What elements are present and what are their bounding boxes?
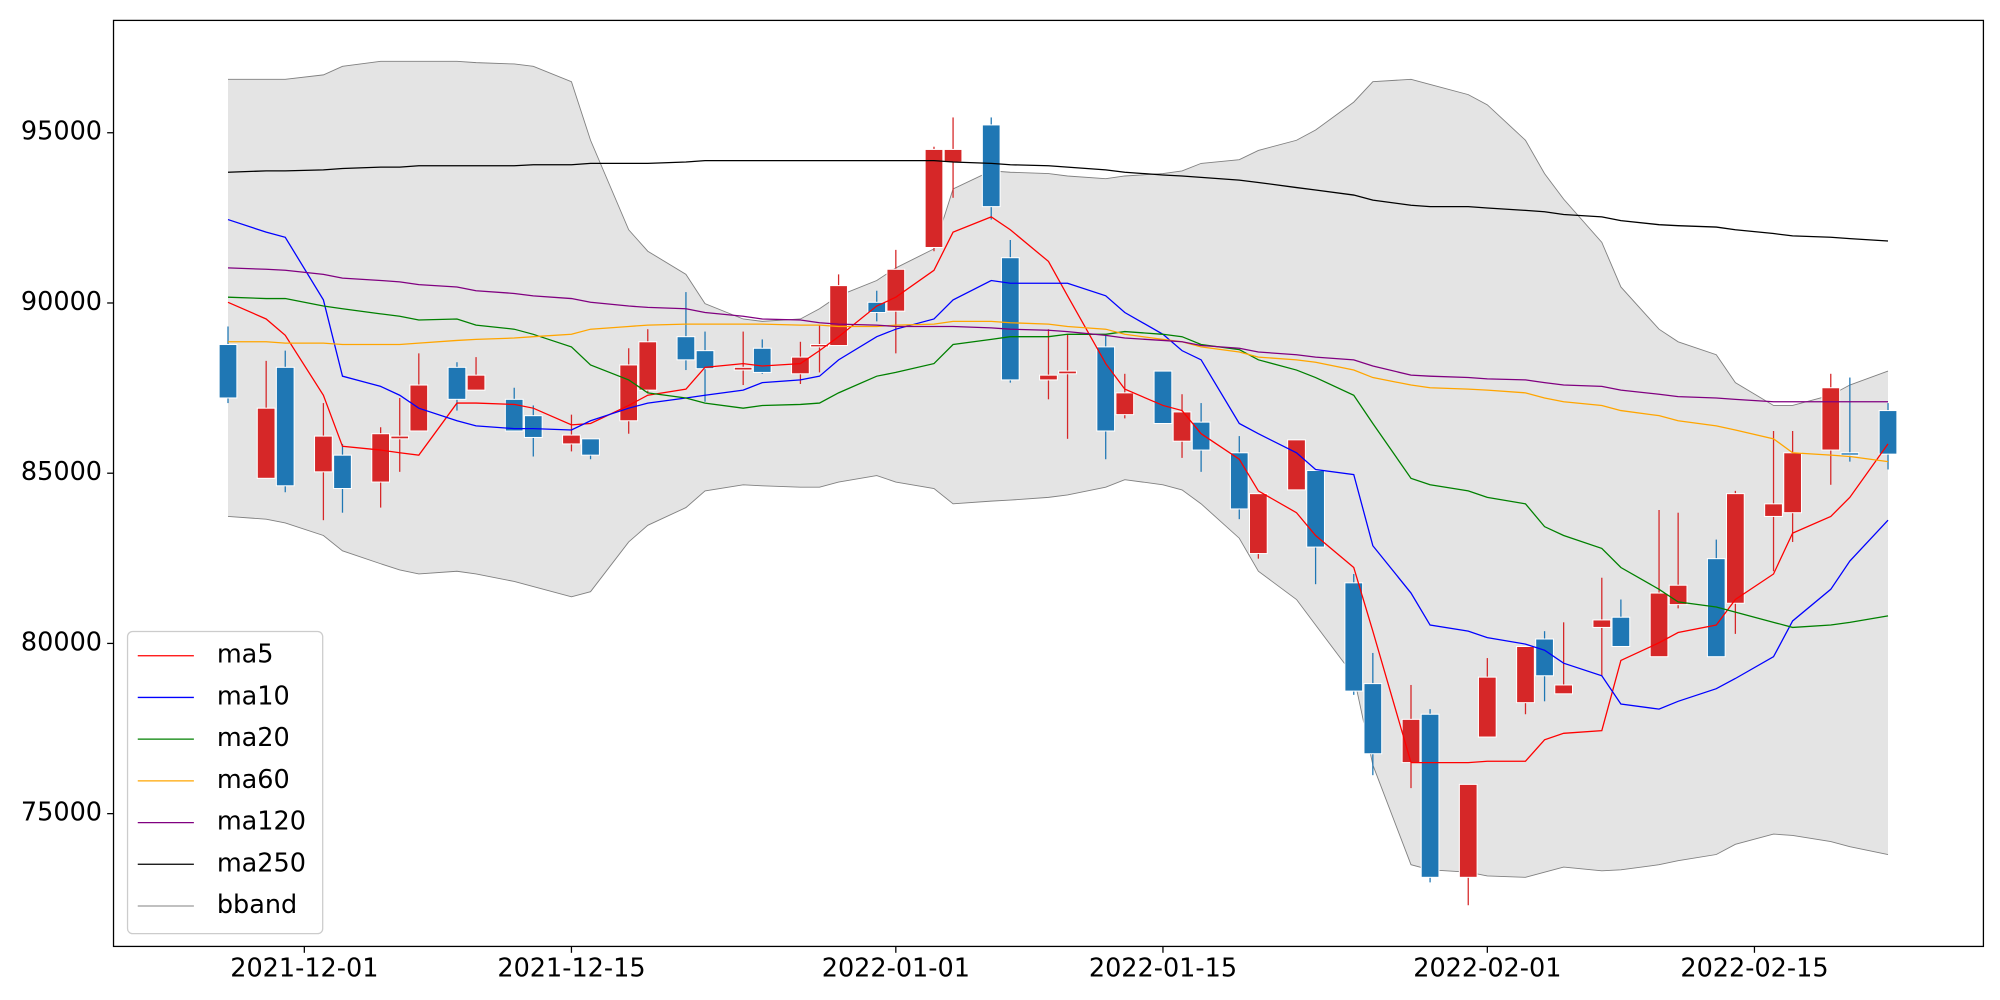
candle-body (466, 374, 486, 391)
legend-label: ma60 (217, 765, 290, 795)
plot-area (218, 60, 1898, 906)
candle-body (829, 285, 848, 347)
line-5 (227, 160, 1889, 242)
band-lower (227, 475, 1889, 878)
candle-body (1783, 452, 1802, 514)
line-3 (228, 320, 1889, 463)
candle-body (1115, 392, 1135, 416)
line-4 (227, 267, 1889, 403)
candle-body (562, 434, 581, 445)
candle-body (1878, 410, 1898, 455)
candle-body (619, 364, 639, 422)
candle-body (1306, 469, 1325, 548)
band-fill (228, 61, 1889, 878)
candle-body (1764, 503, 1783, 517)
candle-body (676, 336, 696, 361)
candle-body (1554, 684, 1574, 695)
candle-body (1344, 582, 1364, 692)
candle-body (1535, 638, 1554, 677)
candle-body (218, 344, 238, 399)
candle-body (1840, 452, 1860, 456)
candle-body (1096, 346, 1116, 432)
y-tick-label: 80000 (21, 627, 102, 657)
candle-body (1649, 592, 1669, 658)
candle-body (695, 350, 715, 370)
x-tick-label: 2021-12-15 (497, 953, 645, 983)
legend-label: ma5 (217, 640, 274, 670)
candle-body (1058, 370, 1077, 375)
y-tick-label: 95000 (21, 117, 102, 147)
candle-body (1229, 452, 1249, 510)
y-tick-label: 85000 (21, 457, 102, 487)
candle-body (314, 435, 333, 473)
candle-body (867, 301, 887, 314)
legend-label: ma20 (217, 723, 290, 753)
candle-body (886, 268, 906, 312)
legend-label: ma250 (217, 848, 306, 878)
candle-body (810, 344, 829, 348)
candle-body (1477, 676, 1497, 738)
x-tick-label: 2022-01-01 (822, 953, 970, 983)
candle-body (581, 438, 600, 456)
legend-label: ma10 (217, 681, 290, 711)
candle-body (752, 347, 772, 373)
candle-body (1172, 411, 1192, 442)
candle-body (371, 433, 391, 483)
candle-body (504, 398, 524, 432)
legend-box (126, 630, 324, 935)
candle-body (1248, 493, 1268, 555)
candle-body (924, 148, 944, 248)
candle-body (1363, 683, 1383, 755)
candle-body (390, 435, 410, 440)
candle-body (1458, 783, 1478, 878)
x-tick-label: 2022-01-15 (1089, 953, 1237, 983)
legend-label: ma120 (217, 807, 306, 837)
candle-body (447, 366, 467, 400)
candle-body (733, 366, 753, 371)
candle-body (1725, 493, 1745, 604)
candle-body (638, 341, 658, 391)
candle-body (1153, 370, 1173, 425)
band-upper (228, 60, 1889, 406)
x-tick-label: 2021-12-01 (230, 953, 378, 983)
line-2 (227, 296, 1889, 629)
candle-body (523, 415, 543, 438)
legend-label: bband (217, 890, 297, 920)
candle-body (1000, 257, 1020, 381)
legend: ma5 ma10 ma20 ma60 ma120 ma250 bband (126, 630, 324, 935)
x-tick-label: 2022-02-15 (1680, 953, 1828, 983)
candle-body (1611, 616, 1631, 648)
line-1 (227, 218, 1889, 710)
candle-body (1706, 558, 1726, 658)
candle-body (256, 407, 276, 479)
candle-body (1287, 439, 1306, 491)
candle-body (333, 454, 352, 490)
candle-body (1039, 374, 1058, 381)
candle-body (981, 124, 1001, 208)
y-tick-label: 90000 (21, 287, 102, 317)
candle-body (1420, 713, 1440, 878)
y-tick-label: 75000 (21, 798, 102, 828)
candle-body (1516, 645, 1535, 704)
line-0 (227, 216, 1889, 764)
candle-body (943, 148, 963, 163)
candle-body (1668, 584, 1688, 606)
candle-body (275, 366, 295, 487)
candle-body (1821, 387, 1841, 451)
candle-body (1592, 619, 1612, 628)
x-tick-label: 2022-02-01 (1413, 953, 1561, 983)
plot-frame (112, 19, 1985, 948)
